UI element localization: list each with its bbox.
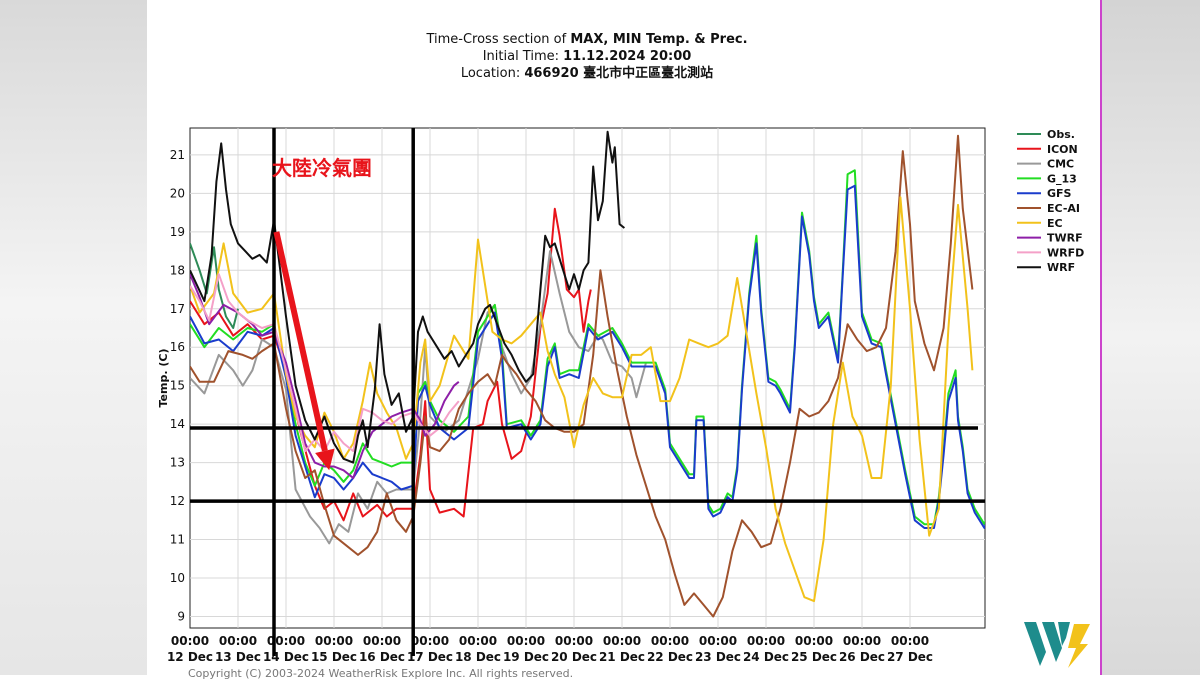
title-line-3-text: Location: — [460, 66, 525, 81]
x-tick-time: 00:00 — [699, 634, 737, 648]
x-tick-date: 24 Dec — [743, 650, 789, 664]
series-line-gfs — [190, 184, 985, 529]
series-line-ec — [190, 196, 974, 603]
y-tick-label: 20 — [170, 186, 185, 200]
y-tick-label: 18 — [170, 263, 185, 277]
x-tick-date: 25 Dec — [791, 650, 837, 664]
y-tick-label: 21 — [170, 148, 185, 162]
legend-label: ICON — [1047, 143, 1078, 156]
y-tick-label: 10 — [170, 571, 185, 585]
x-tick-date: 23 Dec — [695, 650, 741, 664]
x-tick-time: 00:00 — [267, 634, 305, 648]
series-line-obs- — [190, 243, 239, 329]
y-tick-label: 16 — [170, 340, 185, 354]
x-tick-date: 20 Dec — [551, 650, 597, 664]
x-tick-date: 13 Dec — [215, 650, 261, 664]
arrow-shaft — [273, 231, 328, 452]
series-line-wrfd — [190, 273, 460, 453]
legend-label: CMC — [1047, 158, 1074, 171]
y-tick-label: 9 — [177, 609, 185, 623]
title-line-2: Initial Time: 11.12.2024 20:00 — [147, 48, 1027, 65]
y-tick-label: 11 — [170, 533, 185, 547]
title-line-1-bold: MAX, MIN Temp. & Prec. — [570, 32, 748, 47]
x-tick-time: 00:00 — [219, 634, 257, 648]
y-axis-label: Temp. (C) — [157, 349, 170, 408]
legend-label: TWRF — [1047, 232, 1083, 245]
x-tick-time: 00:00 — [603, 634, 641, 648]
x-tick-date: 26 Dec — [839, 650, 885, 664]
y-tick-label: 13 — [170, 456, 185, 470]
x-tick-time: 00:00 — [843, 634, 881, 648]
series-line-wrf — [190, 130, 626, 464]
legend-label: EC-AI — [1047, 202, 1080, 215]
title-line-1: Time-Cross section of MAX, MIN Temp. & P… — [147, 31, 1027, 48]
x-tick-date: 16 Dec — [359, 650, 405, 664]
x-tick-date: 17 Dec — [407, 650, 453, 664]
x-tick-time: 00:00 — [891, 634, 929, 648]
series-line-ec-ai — [190, 134, 974, 618]
title-line-2-text: Initial Time: — [482, 49, 564, 64]
copyright-footer: Copyright (C) 2003-2024 WeatherRisk Expl… — [188, 667, 574, 680]
y-tick-label: 14 — [170, 417, 185, 431]
legend-label: Obs. — [1047, 128, 1075, 141]
x-tick-time: 00:00 — [795, 634, 833, 648]
x-tick-time: 00:00 — [459, 634, 497, 648]
grid — [190, 128, 985, 628]
x-tick-time: 00:00 — [507, 634, 545, 648]
x-tick-date: 15 Dec — [311, 650, 357, 664]
y-tick-label: 17 — [170, 302, 185, 316]
x-tick-date: 18 Dec — [455, 650, 501, 664]
x-tick-date: 12 Dec — [167, 650, 213, 664]
y-tick-label: 15 — [170, 379, 185, 393]
title-line-1-text: Time-Cross section of — [426, 32, 571, 47]
weatherrisk-logo-icon — [1024, 622, 1090, 668]
plot-area — [189, 127, 986, 629]
x-axis: 00:00 12 Dec 00:00 13 Dec 00:00 14 Dec 00:00 15… — [167, 634, 933, 664]
background-right — [1100, 0, 1200, 675]
x-tick-date: 14 Dec — [263, 650, 309, 664]
y-tick-label: 12 — [170, 494, 185, 508]
x-tick-date: 21 Dec — [599, 650, 645, 664]
title-line-2-bold: 11.12.2024 20:00 — [563, 49, 692, 64]
x-tick-time: 00:00 — [747, 634, 785, 648]
legend-label: GFS — [1047, 187, 1072, 200]
legend-label: EC — [1047, 217, 1063, 230]
title-line-3: Location: 466920 臺北市中正區臺北測站 — [147, 65, 1027, 82]
chart-title: Time-Cross section of MAX, MIN Temp. & P… — [147, 31, 1027, 82]
x-tick-date: 22 Dec — [647, 650, 693, 664]
x-tick-time: 00:00 — [171, 634, 209, 648]
arrow-head — [315, 448, 335, 471]
y-axis: 9 10 11 12 13 14 15 16 17 18 19 20 21 — [170, 148, 185, 624]
x-tick-time: 00:00 — [651, 634, 689, 648]
title-line-3-bold: 466920 臺北市中正區臺北測站 — [524, 66, 714, 81]
legend-label: WRFD — [1047, 246, 1084, 259]
x-tick-date: 27 Dec — [887, 650, 933, 664]
background-left — [0, 0, 147, 675]
y-tick-label: 19 — [170, 225, 185, 239]
series-lines — [190, 130, 985, 618]
legend-label: WRF — [1047, 261, 1075, 274]
x-tick-time: 00:00 — [555, 634, 593, 648]
legend-label: G_13 — [1047, 172, 1077, 185]
annotation-label: 大陸冷氣團 — [272, 156, 372, 180]
x-tick-date: 19 Dec — [503, 650, 549, 664]
annotation-arrow — [273, 231, 335, 471]
x-tick-time: 00:00 — [411, 634, 449, 648]
x-tick-time: 00:00 — [363, 634, 401, 648]
x-tick-time: 00:00 — [315, 634, 353, 648]
